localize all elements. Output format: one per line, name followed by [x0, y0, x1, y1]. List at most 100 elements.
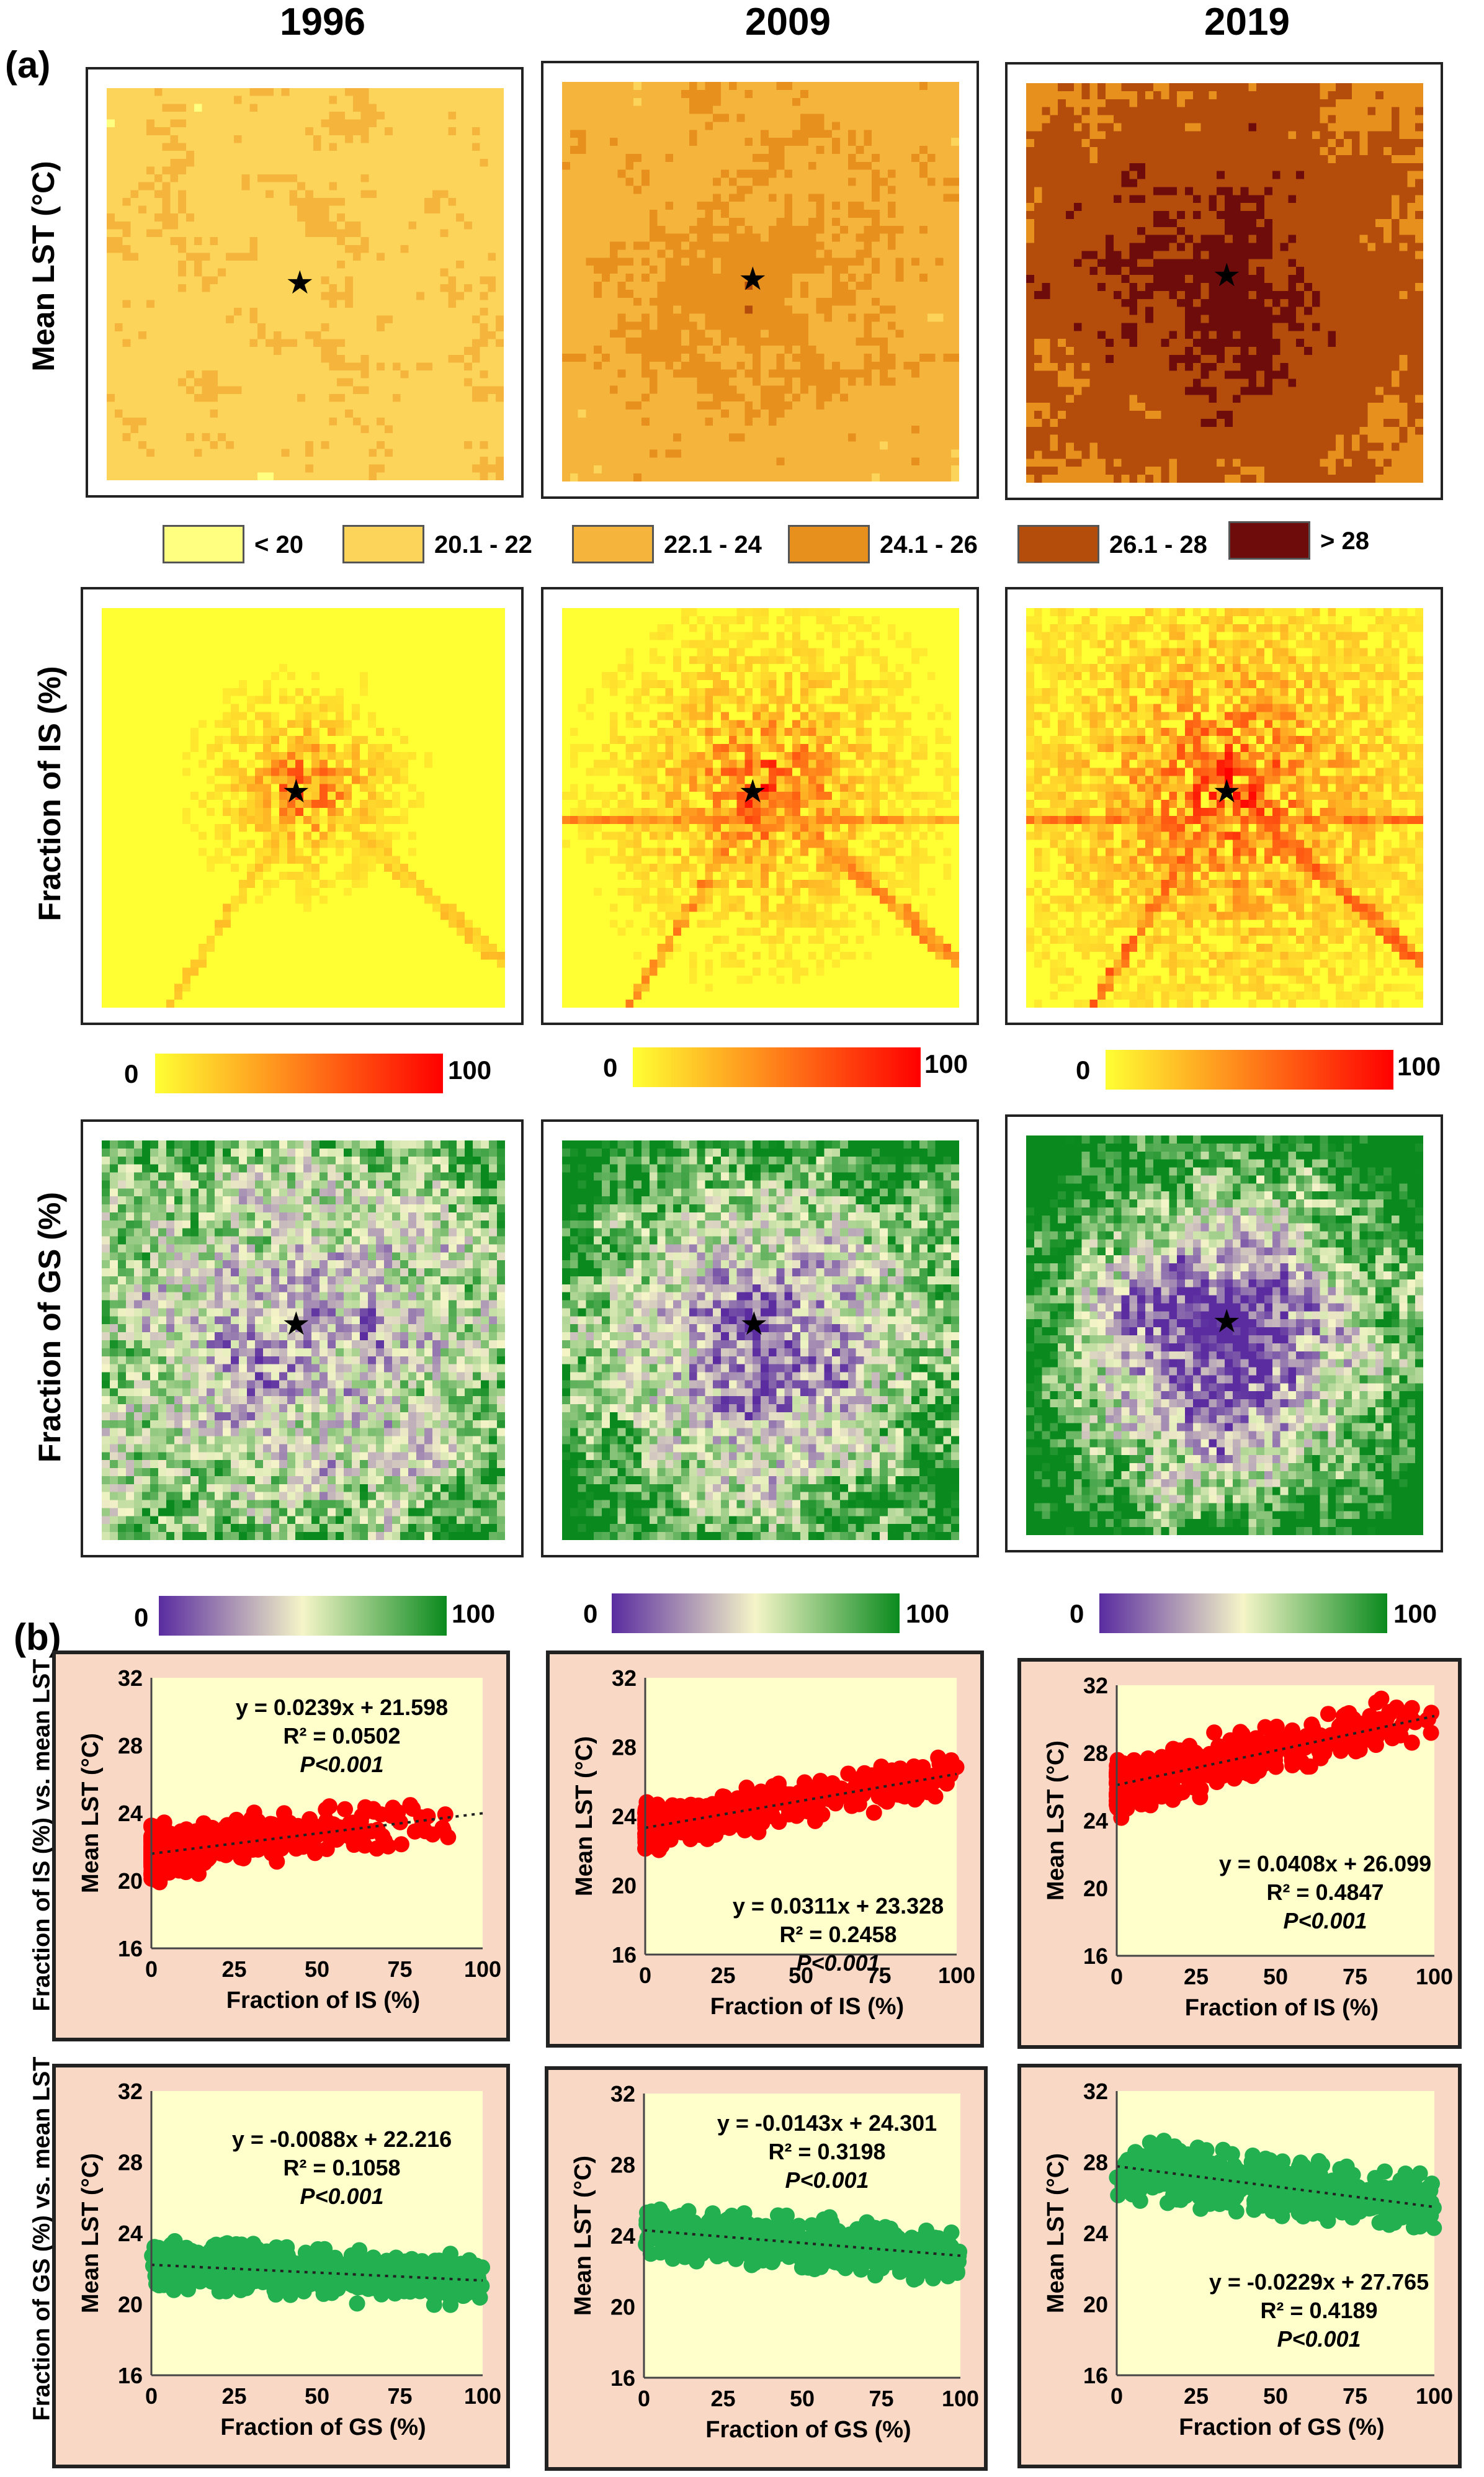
- y-axis-label: Mean LST (°C): [1043, 2153, 1069, 2313]
- y-tick-label: 16: [1083, 2363, 1108, 2388]
- data-point: [340, 2269, 357, 2286]
- data-point: [807, 1812, 823, 1829]
- data-point: [1155, 1759, 1171, 1776]
- is-map-1996: ★: [81, 587, 524, 1025]
- data-point: [1225, 2189, 1242, 2206]
- data-point: [684, 2223, 700, 2239]
- p-value: P<0.001: [300, 1752, 383, 1777]
- data-point: [147, 1835, 164, 1852]
- data-point: [315, 2253, 332, 2270]
- data-point: [326, 1827, 343, 1844]
- p-value: P<0.001: [785, 2167, 869, 2193]
- data-point: [168, 2254, 184, 2270]
- x-tick-label: 100: [938, 1963, 975, 1988]
- lst-legend-label-4: 24.1 - 26: [880, 531, 978, 558]
- data-point: [1179, 2146, 1196, 2163]
- data-point: [437, 1806, 454, 1823]
- data-point: [1320, 2213, 1336, 2229]
- data-point: [723, 2238, 740, 2255]
- lst-legend-swatch-1: [163, 525, 244, 563]
- y-tick-label: 28: [612, 1735, 637, 1760]
- data-point: [1201, 1767, 1218, 1784]
- x-axis-label: Fraction of GS (%): [1179, 2414, 1384, 2440]
- year-1996: 1996: [280, 1, 365, 43]
- data-point: [833, 2246, 850, 2263]
- gs-ramp-2019: [1099, 1593, 1387, 1633]
- data-point: [213, 2240, 230, 2257]
- y-tick-label: 32: [118, 2079, 143, 2104]
- data-point: [373, 1806, 390, 1823]
- data-point: [793, 2241, 810, 2258]
- data-point: [369, 1821, 386, 1838]
- data-point: [255, 2251, 272, 2267]
- data-point: [1288, 2167, 1305, 2184]
- data-point: [664, 1820, 681, 1837]
- y-tick-label: 16: [612, 1942, 637, 1968]
- data-point: [405, 1800, 421, 1817]
- data-point: [1198, 2142, 1215, 2159]
- r-squared: R² = 0.0502: [283, 1723, 400, 1749]
- data-point: [1418, 2181, 1435, 2198]
- x-tick-label: 0: [1111, 1964, 1123, 1989]
- data-point: [363, 2280, 380, 2296]
- data-point: [1192, 1781, 1209, 1798]
- data-point: [355, 1827, 372, 1843]
- data-point: [192, 2273, 208, 2290]
- data-point: [215, 1832, 232, 1848]
- data-point: [279, 2239, 295, 2255]
- y-tick-label: 24: [1083, 1808, 1108, 1834]
- y-tick-label: 28: [118, 2150, 143, 2175]
- data-point: [1185, 2177, 1202, 2194]
- y-tick-label: 28: [118, 1733, 143, 1758]
- y-axis-label: Mean LST (°C): [570, 2156, 596, 2316]
- data-point: [318, 1840, 335, 1857]
- data-point: [1406, 1714, 1423, 1731]
- data-point: [403, 2251, 420, 2267]
- data-point: [381, 2278, 398, 2295]
- data-point: [1235, 2179, 1252, 2196]
- regression-equation: y = 0.0408x + 26.099: [1219, 1851, 1431, 1876]
- data-point: [725, 2219, 742, 2236]
- y-tick-label: 24: [118, 2221, 143, 2246]
- data-point: [1160, 2195, 1176, 2211]
- data-point: [337, 1801, 354, 1817]
- trend-line: [1116, 2165, 1435, 2208]
- y-tick-label: 16: [118, 2363, 143, 2388]
- data-point: [887, 2229, 903, 2246]
- data-point: [811, 2223, 828, 2240]
- y-tick-label: 24: [1083, 2221, 1108, 2246]
- data-point: [219, 1817, 236, 1834]
- data-point: [218, 2283, 235, 2300]
- x-tick-label: 100: [1416, 2383, 1453, 2409]
- y-axis-label: Mean LST (°C): [78, 1733, 104, 1893]
- r-squared: R² = 0.4847: [1266, 1879, 1383, 1905]
- is-ramp-1996-min: 0: [124, 1059, 139, 1088]
- data-point: [362, 2256, 378, 2273]
- data-point: [1294, 1739, 1311, 1756]
- data-point: [793, 2259, 810, 2276]
- x-tick-label: 75: [869, 2386, 893, 2411]
- data-point: [716, 1788, 733, 1805]
- data-point: [1330, 1734, 1346, 1751]
- lst-legend-label-5: 26.1 - 28: [1109, 531, 1207, 558]
- data-point: [668, 2209, 684, 2226]
- r-squared: R² = 0.4189: [1260, 2298, 1377, 2323]
- data-point: [721, 1813, 738, 1830]
- x-axis-label: Fraction of IS (%): [226, 1987, 420, 2013]
- gs-ramp-2009-min: 0: [583, 1599, 598, 1628]
- data-point: [647, 2225, 664, 2242]
- data-point: [1367, 2170, 1383, 2187]
- data-point: [642, 2246, 659, 2262]
- data-point: [756, 2242, 773, 2259]
- city-center-star: ★: [738, 774, 767, 810]
- data-point: [194, 1827, 211, 1843]
- y-tick-label: 20: [610, 2295, 635, 2320]
- data-point: [1259, 2166, 1276, 2182]
- scatter-is-2009: 0 25 50 75 100 16 20 24 28 32 Fraction of IS (%) Me…: [546, 1651, 984, 2048]
- scatter-gs-2009: 0 25 50 75 100 16 20 24 28 32 Fraction of GS (%) Me…: [545, 2066, 988, 2471]
- x-tick-label: 25: [710, 1963, 735, 1988]
- regression-equation: y = -0.0229x + 27.765: [1209, 2269, 1429, 2295]
- data-point: [826, 2226, 843, 2242]
- p-value: P<0.001: [1277, 2326, 1361, 2352]
- data-point: [265, 1822, 282, 1839]
